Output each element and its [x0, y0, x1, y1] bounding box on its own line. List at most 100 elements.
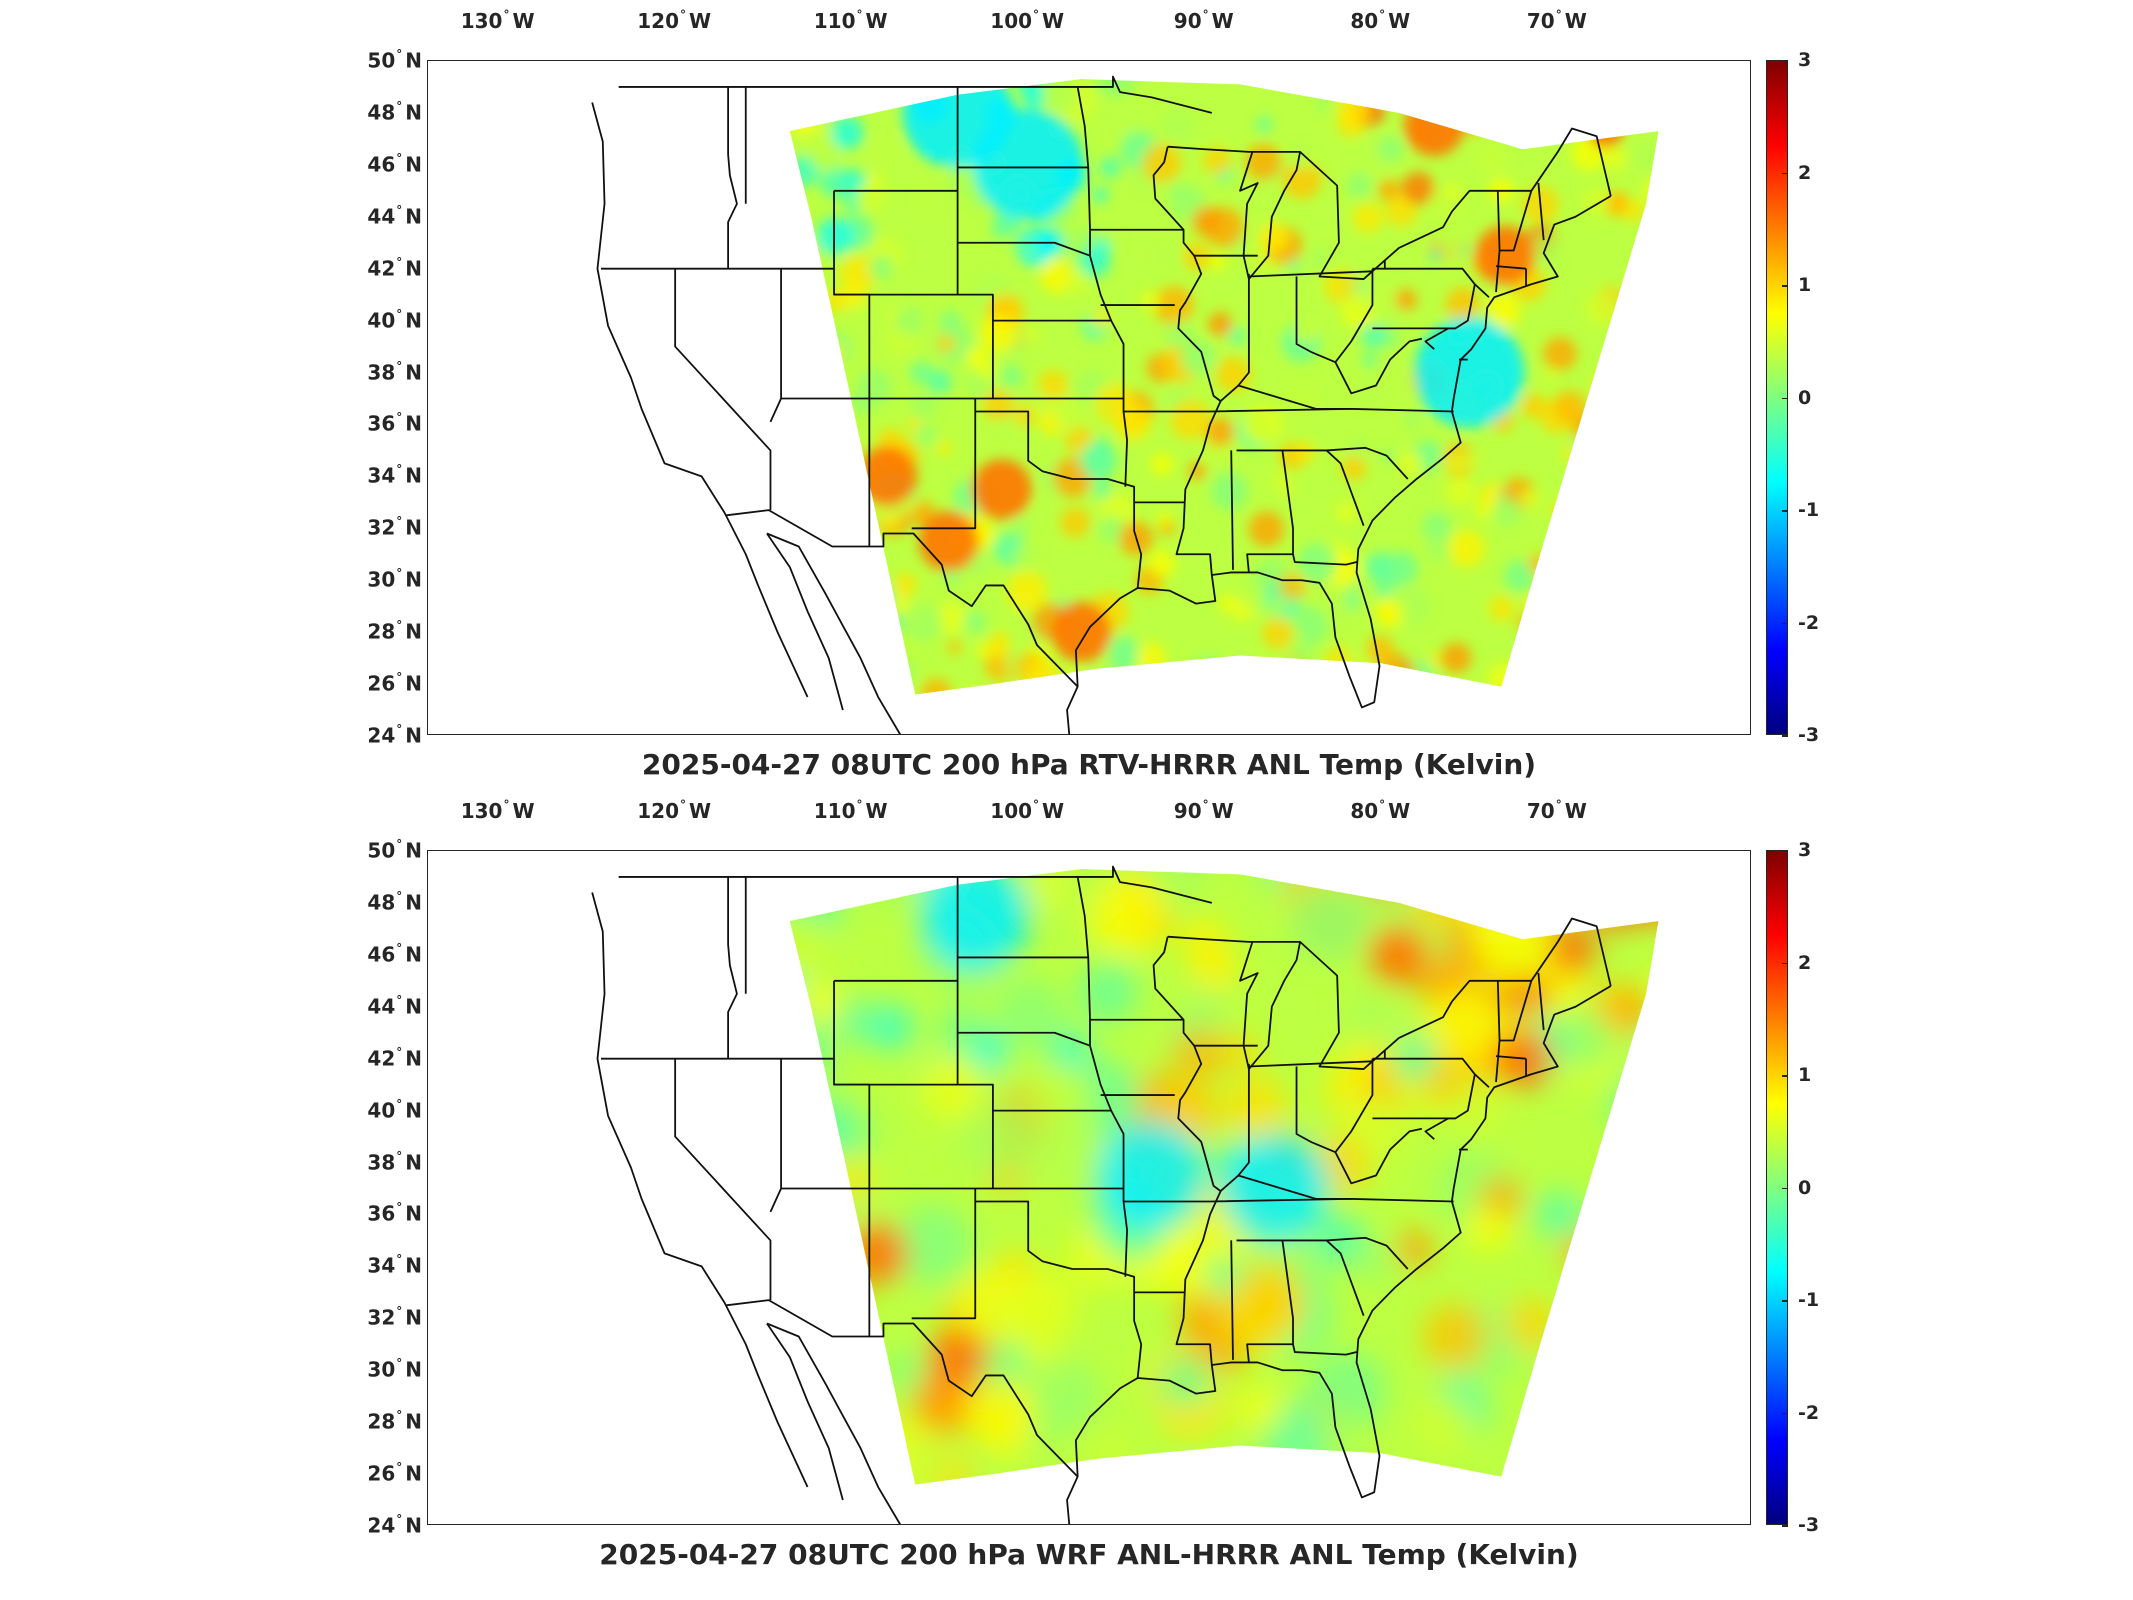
longitude-label: 130° W: [461, 798, 535, 823]
degree-symbol: °: [1033, 798, 1040, 812]
latitude-value: 34: [367, 463, 396, 488]
hemisphere-letter: N: [405, 360, 422, 385]
degree-symbol: °: [396, 151, 403, 166]
degree-symbol: °: [396, 1045, 403, 1060]
colorbar-tick-mark: [1782, 1300, 1788, 1302]
longitude-value: 80: [1350, 799, 1379, 823]
hemisphere-letter: N: [405, 515, 422, 540]
map-area: [427, 60, 1751, 735]
hemisphere-letter: N: [405, 838, 422, 863]
map-area: [427, 850, 1751, 1525]
longitude-value: 110: [813, 9, 856, 33]
hemisphere-letter: N: [405, 994, 422, 1019]
latitude-value: 46: [367, 152, 396, 177]
latitude-label: 34° N: [362, 1253, 422, 1278]
degree-symbol: °: [396, 307, 403, 322]
longitude-label: 90° W: [1174, 8, 1234, 33]
hemisphere-letter: N: [405, 1357, 422, 1382]
latitude-value: 28: [367, 619, 396, 644]
latitude-label: 24° N: [362, 1513, 422, 1538]
colorbar-tick-label: 3: [1798, 49, 1812, 71]
degree-symbol: °: [396, 837, 403, 852]
latitude-label: 50° N: [362, 48, 422, 73]
latitude-label: 50° N: [362, 838, 422, 863]
colorbar-tick-label: 1: [1798, 274, 1812, 296]
latitude-value: 48: [367, 100, 396, 125]
degree-symbol: °: [396, 255, 403, 270]
hemisphere-letter: W: [512, 799, 535, 823]
colorbar-tick-mark: [1782, 1075, 1788, 1077]
longitude-label: 80° W: [1350, 798, 1410, 823]
longitude-value: 130: [460, 799, 503, 823]
colorbar-tick-label: -3: [1798, 1514, 1820, 1536]
hemisphere-letter: N: [405, 1046, 422, 1071]
degree-symbol: °: [396, 993, 403, 1008]
longitude-label: 100° W: [990, 798, 1064, 823]
degree-symbol: °: [503, 8, 510, 22]
latitude-value: 48: [367, 890, 396, 915]
degree-symbol: °: [856, 8, 863, 22]
state-boundaries: [591, 75, 1612, 734]
latitude-value: 26: [367, 1461, 396, 1486]
hemisphere-letter: W: [1042, 799, 1065, 823]
longitude-label: 100° W: [990, 8, 1064, 33]
colorbar-tick-mark: [1782, 397, 1788, 399]
hemisphere-letter: N: [405, 308, 422, 333]
longitude-label: 110° W: [814, 798, 888, 823]
latitude-label: 40° N: [362, 307, 422, 332]
degree-symbol: °: [396, 722, 403, 737]
hemisphere-letter: W: [1042, 9, 1065, 33]
latitude-label: 30° N: [362, 1357, 422, 1382]
colorbar-tick-label: 0: [1798, 1176, 1812, 1199]
degree-symbol: °: [1202, 798, 1209, 812]
degree-symbol: °: [396, 1512, 403, 1527]
degree-symbol: °: [396, 514, 403, 529]
latitude-value: 28: [367, 1409, 396, 1434]
hemisphere-letter: W: [1211, 799, 1234, 823]
hemisphere-letter: W: [1388, 799, 1411, 823]
latitude-value: 42: [367, 256, 396, 281]
hemisphere-letter: W: [1388, 9, 1411, 33]
longitude-label: 80° W: [1350, 8, 1410, 33]
hemisphere-letter: N: [405, 204, 422, 229]
degree-symbol: °: [396, 410, 403, 425]
latitude-label: 42° N: [362, 1045, 422, 1070]
longitude-value: 70: [1526, 9, 1555, 33]
latitude-label: 32° N: [362, 1305, 422, 1330]
longitude-value: 130: [460, 9, 503, 33]
latitude-label: 32° N: [362, 515, 422, 540]
hemisphere-letter: W: [512, 9, 535, 33]
latitude-label: 30° N: [362, 567, 422, 592]
latitude-value: 46: [367, 942, 396, 967]
hemisphere-letter: W: [865, 9, 888, 33]
hemisphere-letter: N: [405, 1513, 422, 1538]
longitude-value: 70: [1526, 799, 1555, 823]
degree-symbol: °: [1202, 8, 1209, 22]
longitude-label: 120° W: [637, 798, 711, 823]
latitude-value: 36: [367, 1201, 396, 1226]
degree-symbol: °: [1033, 8, 1040, 22]
map-panel-top: 130° W 120° W 110° W 100° W 90° W 80° W 70° W 50° N 48°…: [0, 0, 2133, 790]
latitude-value: 50: [367, 838, 396, 863]
latitude-label: 40° N: [362, 1097, 422, 1122]
hemisphere-letter: N: [405, 890, 422, 915]
hemisphere-letter: N: [405, 942, 422, 967]
longitude-label: 120° W: [637, 8, 711, 33]
latitude-label: 36° N: [362, 411, 422, 436]
degree-symbol: °: [503, 798, 510, 812]
degree-symbol: °: [396, 1460, 403, 1475]
latitude-value: 40: [367, 1098, 396, 1123]
hemisphere-letter: N: [405, 1201, 422, 1226]
hemisphere-letter: N: [405, 411, 422, 436]
state-boundaries: [591, 865, 1612, 1524]
latitude-value: 44: [367, 204, 396, 229]
degree-symbol: °: [679, 8, 686, 22]
latitude-value: 26: [367, 671, 396, 696]
hemisphere-letter: W: [1211, 9, 1234, 33]
colorbar-tick-label: 1: [1798, 1064, 1812, 1086]
degree-symbol: °: [396, 203, 403, 218]
latitude-value: 38: [367, 1150, 396, 1175]
latitude-value: 50: [367, 48, 396, 73]
degree-symbol: °: [1379, 798, 1386, 812]
degree-symbol: °: [396, 1149, 403, 1164]
